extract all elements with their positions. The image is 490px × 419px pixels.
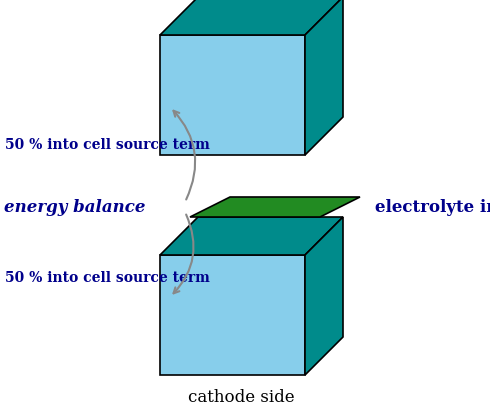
Polygon shape: [160, 35, 305, 155]
Text: energy balance: energy balance: [3, 199, 145, 215]
Polygon shape: [305, 217, 343, 375]
Polygon shape: [305, 0, 343, 155]
Text: electrolyte interface: electrolyte interface: [375, 199, 490, 215]
Text: 50 % into cell source term: 50 % into cell source term: [5, 138, 210, 152]
Polygon shape: [190, 197, 360, 217]
Polygon shape: [160, 0, 343, 35]
Polygon shape: [160, 255, 305, 375]
Polygon shape: [160, 217, 343, 255]
Text: cathode side: cathode side: [188, 389, 295, 406]
Text: 50 % into cell source term: 50 % into cell source term: [5, 271, 210, 285]
